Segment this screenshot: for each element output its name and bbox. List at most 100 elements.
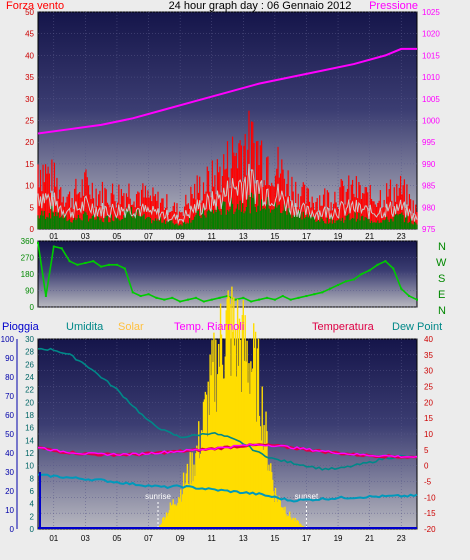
temp-tick-label: 0 — [424, 462, 429, 471]
direction-point — [84, 262, 87, 264]
time-tick-label: 15 — [270, 232, 279, 241]
temp-tick-label: 25 — [424, 383, 433, 392]
rain-tick-label: 30 — [5, 468, 14, 477]
rain-bar — [39, 472, 41, 529]
wind-tick-label: 30 — [25, 95, 34, 104]
direction-point — [400, 287, 403, 290]
direction-point — [123, 267, 126, 270]
direction-point — [258, 298, 261, 301]
graph-title: 24 hour graph day : 06 Gennaio 2012 — [169, 0, 352, 12]
wind-axis-ticks: 0 975 5 980 10 985 15 990 20 995 25 1000 30 1005 35 101… — [25, 8, 440, 241]
temp-tick-label: 10 — [424, 430, 433, 439]
direction-point — [416, 298, 418, 301]
wind-tick-label: 50 — [25, 8, 34, 17]
temp-tick-label: 35 — [424, 351, 433, 360]
direction-point — [202, 300, 205, 303]
time-tick-label: 21 — [365, 534, 374, 543]
time-tick-label: 17 — [302, 232, 311, 241]
wind-line — [37, 163, 418, 225]
humidity-tick-label: 22 — [25, 386, 34, 395]
temp-tick-label: -20 — [424, 525, 436, 534]
rain-tick-label: 100 — [1, 335, 15, 344]
direction-point — [194, 296, 197, 299]
direction-point — [92, 260, 95, 263]
time-tick-label: 19 — [334, 232, 343, 241]
humidity-tick-label: 2 — [30, 512, 35, 521]
direction-point — [187, 298, 190, 301]
direction-point — [60, 247, 63, 250]
humidity-tick-label: 14 — [25, 436, 34, 445]
temperature-line — [37, 443, 418, 459]
direction-point — [281, 295, 284, 297]
pressure-tick-label: 1015 — [422, 51, 440, 60]
pressure-tick-label: 1025 — [422, 8, 440, 17]
pressure-tick-label: 985 — [422, 182, 436, 191]
pressure-line — [37, 47, 417, 135]
wind-tick-label: 45 — [25, 30, 34, 39]
time-tick-label: 03 — [81, 232, 90, 241]
humidity-tick-label: 16 — [25, 424, 34, 433]
compass-n-top: N — [438, 241, 446, 253]
direction-point — [242, 296, 245, 299]
wind-tick-label: 5 — [30, 203, 35, 212]
direction-tick-label: 90 — [25, 287, 34, 296]
legend-temp-riarnoli: Temp. Riarnoli — [174, 321, 244, 333]
humidity-tick-label: 18 — [25, 411, 34, 420]
direction-tick-label: 270 — [21, 254, 35, 263]
time-tick-label: 17 — [302, 534, 311, 543]
direction-point — [44, 295, 47, 297]
temp-tick-label: -15 — [424, 509, 436, 518]
dewpoint-line — [37, 473, 418, 503]
compass-s: S — [438, 273, 445, 285]
temp-tick-label: 5 — [424, 446, 429, 455]
pressure-tick-label: 990 — [422, 160, 436, 169]
pressure-tick-label: 995 — [422, 138, 436, 147]
compass-n-bottom: N — [438, 305, 446, 317]
direction-point — [352, 278, 355, 281]
wind-tick-label: 15 — [25, 160, 34, 169]
compass-e: E — [438, 289, 445, 301]
direction-point — [337, 284, 340, 286]
rain-tick-label: 70 — [5, 392, 14, 401]
humidity-tick-label: 0 — [30, 525, 35, 534]
wind-pressure-marks — [37, 47, 418, 229]
humidity-tick-label: 6 — [30, 487, 35, 496]
time-tick-label: 01 — [49, 534, 58, 543]
pressure-tick-label: 975 — [422, 225, 436, 234]
rain-tick-label: 20 — [5, 487, 14, 496]
time-tick-label: 11 — [208, 232, 217, 241]
rain-tick-label: 40 — [5, 449, 14, 458]
time-tick-label: 09 — [176, 232, 185, 241]
direction-point — [179, 300, 182, 303]
direction-point — [273, 298, 276, 301]
wind-tick-label: 20 — [25, 138, 34, 147]
wind-speed-label: Forza vento — [6, 0, 64, 12]
time-tick-label: 15 — [270, 534, 279, 543]
time-tick-label: 07 — [144, 534, 153, 543]
direction-point — [155, 296, 158, 299]
humidity-tick-label: 20 — [25, 398, 34, 407]
time-tick-label: 01 — [49, 232, 58, 241]
temp-tick-label: 40 — [424, 335, 433, 344]
humidity-tick-label: 10 — [25, 462, 34, 471]
time-tick-label: 21 — [365, 232, 374, 241]
direction-point — [305, 295, 308, 297]
direction-point — [234, 298, 237, 301]
pressure-tick-label: 1020 — [422, 30, 440, 39]
humidity-tick-label: 24 — [25, 373, 34, 382]
temp-tick-label: -10 — [424, 493, 436, 502]
direction-tick-label: 360 — [21, 237, 35, 246]
pressure-label: Pressione — [369, 0, 418, 12]
direction-point — [163, 298, 166, 301]
rain-tick-label: 60 — [5, 411, 14, 420]
direction-point — [408, 295, 411, 297]
direction-point — [321, 291, 324, 294]
time-tick-label: 05 — [113, 534, 122, 543]
humidity-line — [37, 347, 418, 471]
rain-tick-label: 10 — [5, 506, 14, 515]
direction-point — [344, 280, 347, 283]
legend-dewpoint: Dew Point — [392, 321, 442, 333]
time-tick-label: 19 — [334, 534, 343, 543]
pressure-tick-label: 1010 — [422, 73, 440, 82]
direction-point — [250, 300, 253, 303]
